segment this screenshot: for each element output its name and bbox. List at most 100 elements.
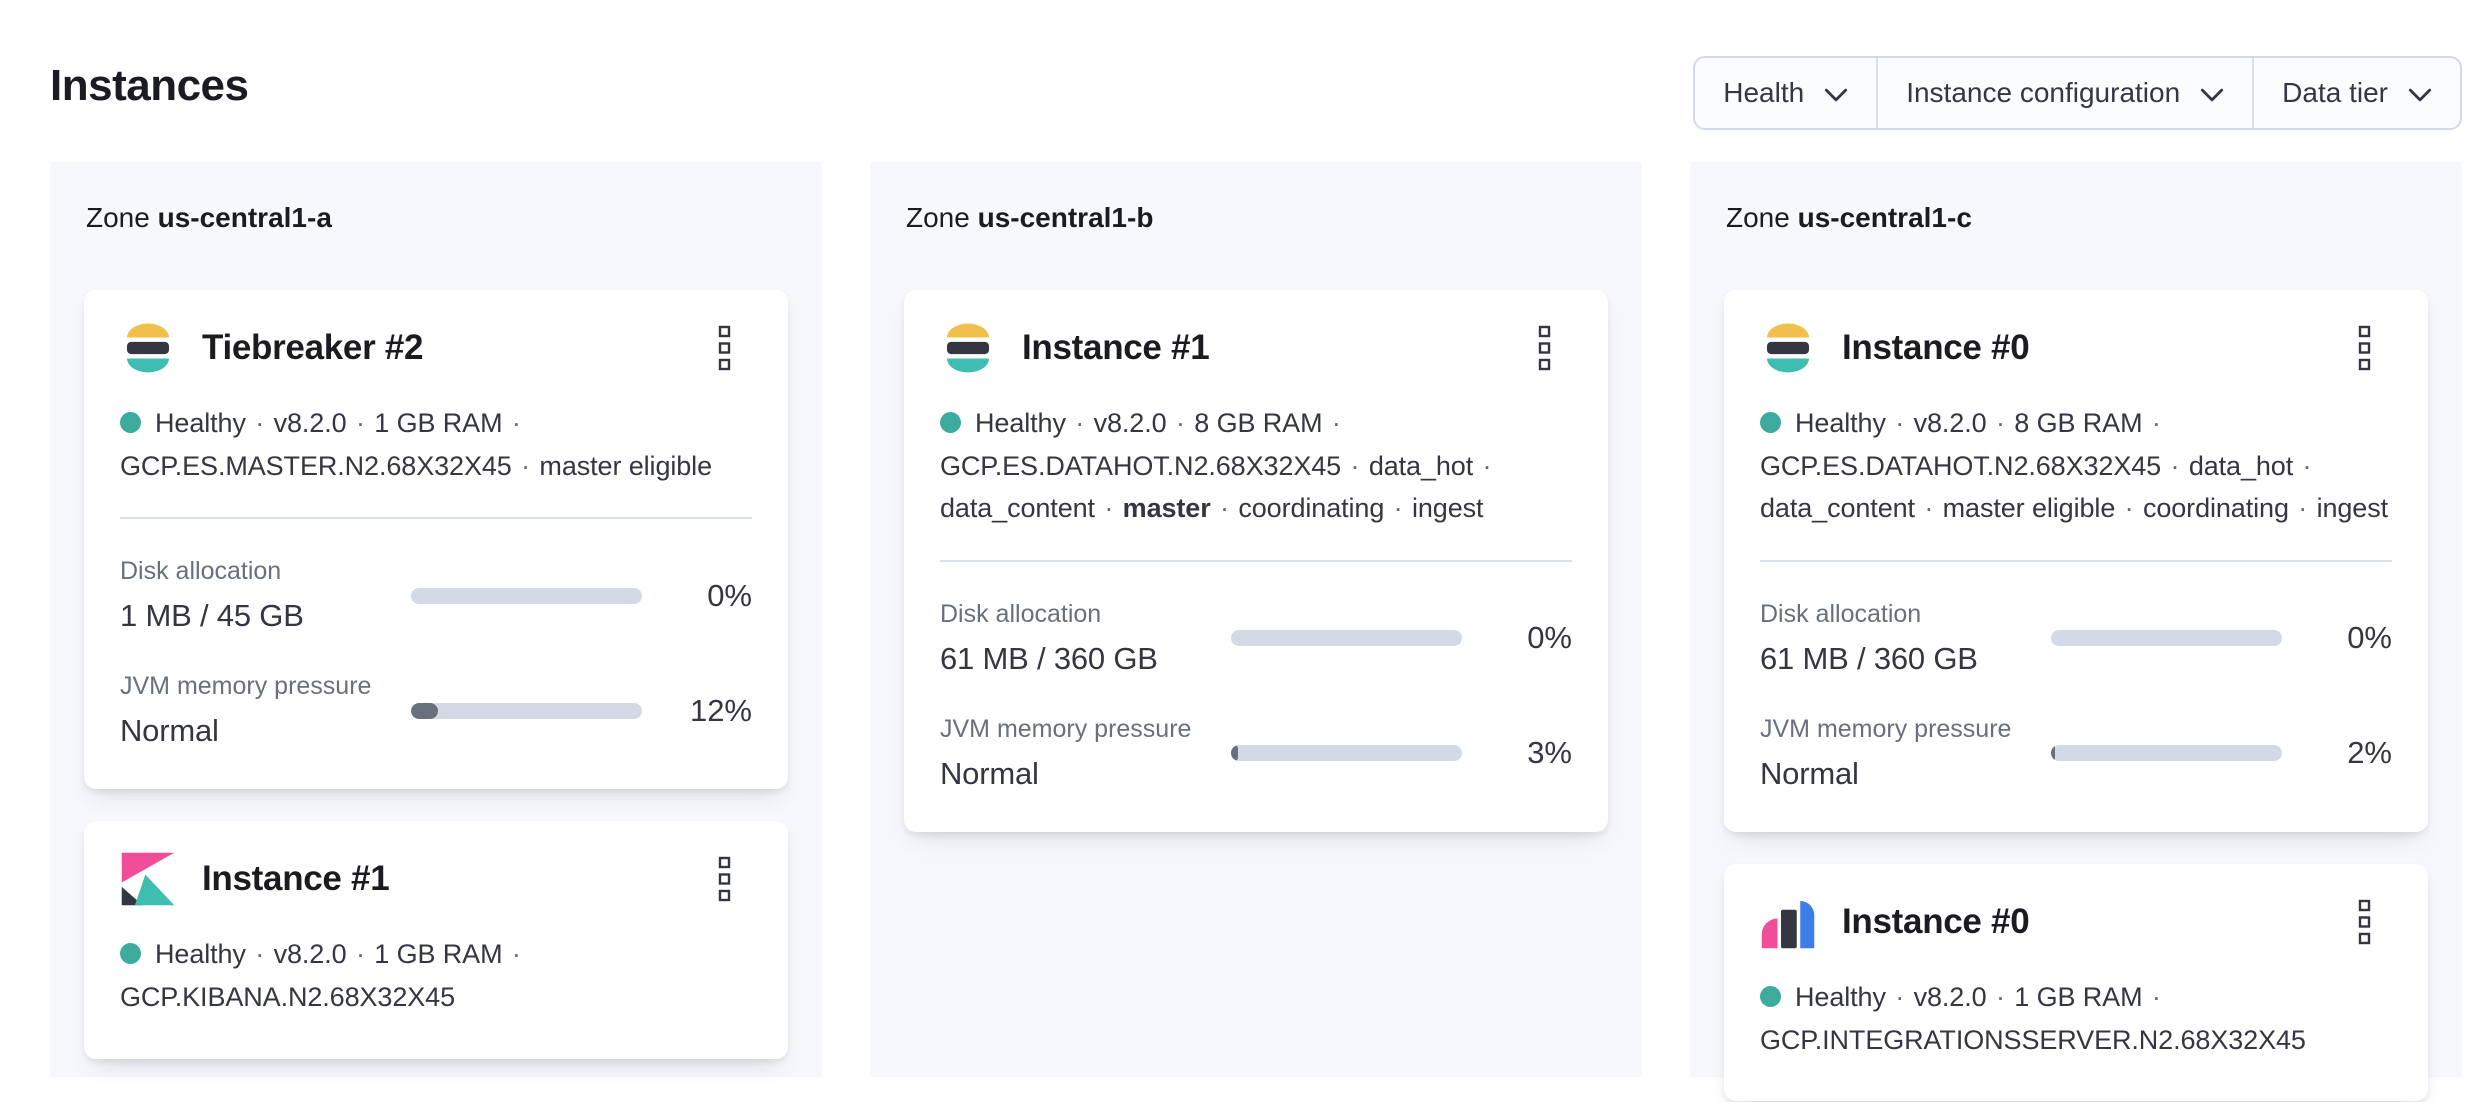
metric-row-disk-allocation: Disk allocation 61 MB / 360 GB 0% (1760, 600, 2392, 677)
instance-attribute: v8.2.0 (1913, 408, 1987, 438)
instance-attribute: GCP.KIBANA.N2.68X32X45 (120, 981, 455, 1012)
instance-attribute: Healthy (1795, 408, 1886, 438)
instance-menu-button[interactable] (2336, 320, 2392, 376)
chevron-down-icon (1825, 88, 1848, 102)
instance-card: Instance #1 Healthy · v8.2.0 (84, 821, 788, 1059)
instance-attributes: Healthy · v8.2.0 · 8 GB RAM · GCP.ES.DAT… (940, 402, 1572, 530)
attribute-separator: · (2302, 450, 2312, 481)
instance-attribute: Healthy (155, 408, 246, 438)
attribute-separator: · (1895, 408, 1905, 438)
health-dot-icon (1760, 985, 1781, 1007)
card-divider (940, 559, 1572, 562)
filter-label: Data tier (2282, 77, 2388, 108)
instance-attribute: coordinating (1238, 493, 1385, 524)
zone-label: Zone us-central1-c (1726, 202, 1972, 233)
attribute-separator: · (1393, 493, 1403, 524)
instance-attribute: Healthy (975, 408, 1066, 438)
instance-attribute: Healthy (155, 939, 246, 970)
progress-bar (410, 702, 642, 719)
attribute-separator: · (2124, 493, 2134, 524)
progress-bar (1230, 745, 1462, 762)
instance-card: Instance #0 Healthy · v8.2.0 (1724, 863, 2428, 1102)
attribute-separator: · (1175, 408, 1185, 438)
instance-attribute: master eligible (1942, 493, 2116, 524)
metric-row-jvm-memory-pressure: JVM memory pressure Normal 12% (120, 672, 752, 749)
zone-panel-us-central1-b: Zone us-central1-b Instance #1 (870, 162, 1642, 1077)
instance-title: Instance #0 (1842, 901, 2030, 941)
elasticsearch-logo-icon (1767, 323, 1809, 373)
attribute-separator: · (1482, 450, 1492, 481)
instance-title: Instance #1 (1022, 328, 1210, 367)
progress-bar (1230, 630, 1462, 647)
progress-fill (2050, 745, 2056, 762)
attribute-separator: · (1350, 450, 1360, 481)
progress-fill (1230, 745, 1238, 762)
filter-button-instance-configuration[interactable]: Instance configuration (1876, 58, 2252, 128)
instance-attribute: master (1122, 493, 1211, 524)
instance-attribute: 1 GB RAM (2014, 981, 2143, 1012)
chevron-down-icon (2408, 88, 2432, 102)
metric-label: Disk allocation (1760, 599, 1922, 628)
instance-card: Tiebreaker #2 Healthy · v8.2.0 (84, 290, 788, 790)
metric-percent: 12% (689, 692, 752, 728)
attribute-separator: · (1995, 981, 2005, 1012)
zones-row: Zone us-central1-a Tiebreaker #2 (50, 162, 2462, 1102)
metric-label: Disk allocation (940, 599, 1102, 628)
instance-menu-button[interactable] (696, 851, 752, 907)
progress-bar (410, 587, 642, 604)
card-divider (120, 517, 752, 520)
instance-attribute: 1 GB RAM (374, 939, 503, 970)
instance-attribute: v8.2.0 (273, 939, 347, 970)
attribute-separator: · (1895, 981, 1905, 1012)
attribute-separator: · (2151, 408, 2161, 438)
metric-percent: 0% (707, 577, 752, 613)
boxes-vertical-icon (2358, 899, 2370, 945)
metric-row-disk-allocation: Disk allocation 61 MB / 360 GB 0% (940, 600, 1572, 677)
instance-attribute: data_hot (2188, 450, 2294, 481)
instance-attribute: data_hot (1368, 450, 1474, 481)
instance-attribute: v8.2.0 (1093, 408, 1167, 438)
zone-name: us-central1-b (977, 202, 1154, 233)
attribute-separator: · (2151, 981, 2161, 1012)
elasticsearch-logo-icon (127, 323, 169, 373)
elasticsearch-logo-icon (947, 323, 989, 373)
attribute-separator: · (1104, 493, 1114, 524)
instance-attribute: data_content (940, 493, 1095, 524)
instance-card: Instance #1 Healthy · v8.2.0 (904, 290, 1608, 832)
progress-bar (2050, 745, 2282, 762)
attribute-separator: · (2170, 450, 2180, 481)
attribute-separator: · (1924, 493, 1934, 524)
instance-attribute: ingest (2316, 493, 2389, 524)
filter-group: Health Instance configuration Data tier (1693, 56, 2462, 130)
card-divider (1760, 559, 2392, 562)
instance-menu-button[interactable] (2336, 894, 2392, 950)
instance-menu-button[interactable] (696, 320, 752, 376)
metric-row-disk-allocation: Disk allocation 1 MB / 45 GB 0% (120, 557, 752, 634)
attribute-separator: · (1075, 408, 1085, 438)
metric-label: Disk allocation (120, 557, 282, 586)
health-dot-icon (120, 412, 141, 433)
metric-value: 61 MB / 360 GB (940, 640, 1158, 676)
attribute-separator: · (255, 939, 265, 970)
attribute-separator: · (511, 939, 521, 970)
zone-label: Zone us-central1-b (906, 202, 1154, 233)
attribute-separator: · (1220, 493, 1229, 524)
filter-button-health[interactable]: Health (1695, 58, 1876, 128)
filter-label: Instance configuration (1906, 77, 2181, 108)
metric-percent: 0% (2347, 620, 2392, 656)
attribute-separator: · (355, 408, 365, 438)
instance-title: Tiebreaker #2 (202, 328, 424, 367)
page-title: Instances (50, 61, 249, 110)
attribute-separator: · (1995, 408, 2005, 438)
instance-attribute: v8.2.0 (273, 408, 347, 438)
health-dot-icon (940, 412, 961, 433)
instance-menu-button[interactable] (1516, 320, 1572, 376)
instance-attribute: v8.2.0 (1913, 981, 1987, 1012)
instance-attribute: 8 GB RAM (2014, 408, 2143, 438)
zone-panel-us-central1-a: Zone us-central1-a Tiebreaker #2 (50, 162, 822, 1077)
zone-panel-us-central1-c: Zone us-central1-c Instance #0 (1690, 162, 2462, 1102)
metric-value: 61 MB / 360 GB (1760, 640, 1978, 676)
filter-button-data-tier[interactable]: Data tier (2252, 58, 2460, 128)
metric-value: Normal (1760, 755, 1859, 791)
